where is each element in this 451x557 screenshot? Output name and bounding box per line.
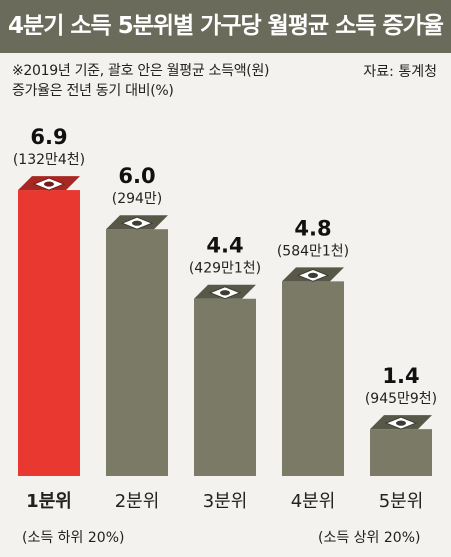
bar-4 [282, 281, 344, 476]
category-label: 3분위 [203, 491, 248, 512]
bar-3 [194, 298, 256, 476]
value-label: 6.0 [118, 164, 155, 188]
value-label: 6.9 [30, 125, 67, 149]
category-label: 2분위 [115, 491, 160, 512]
amount-label: (584만1천) [277, 243, 349, 259]
category-note-bottom: (소득 하위 20%) [22, 530, 125, 546]
category-note-top: (소득 상위 20%) [318, 530, 421, 546]
bar-5-emblem-dot [396, 420, 406, 426]
bar-1-emblem-dot [44, 181, 54, 187]
bar-4-emblem-dot [308, 272, 318, 278]
category-label: 5분위 [379, 491, 424, 512]
value-label: 4.4 [206, 234, 243, 258]
category-label: 1분위 [26, 491, 72, 512]
source-label: 자료: 통계청 [363, 64, 437, 80]
note-line-1: ※2019년 기준, 괄호 안은 월평균 소득액(원) [12, 63, 270, 79]
note-line-2: 증가율은 전년 동기 대비(%) [12, 83, 174, 99]
chart-title: 4분기 소득 5분위별 가구당 월평균 소득 증가율 [8, 13, 444, 39]
amount-label: (429만1천) [189, 261, 261, 277]
value-label: 1.4 [382, 364, 419, 388]
amount-label: (132만4천) [13, 152, 85, 168]
amount-label: (294만) [112, 191, 163, 207]
bar-1 [18, 190, 80, 476]
bar-2 [106, 229, 168, 476]
category-label: 4분위 [291, 491, 336, 512]
bar-3-emblem-dot [220, 290, 230, 296]
value-label: 4.8 [294, 216, 331, 240]
bar-2-emblem-dot [132, 220, 142, 226]
title-bar [0, 0, 451, 53]
amount-label: (945만9천) [365, 391, 437, 407]
bar-5 [370, 429, 432, 476]
